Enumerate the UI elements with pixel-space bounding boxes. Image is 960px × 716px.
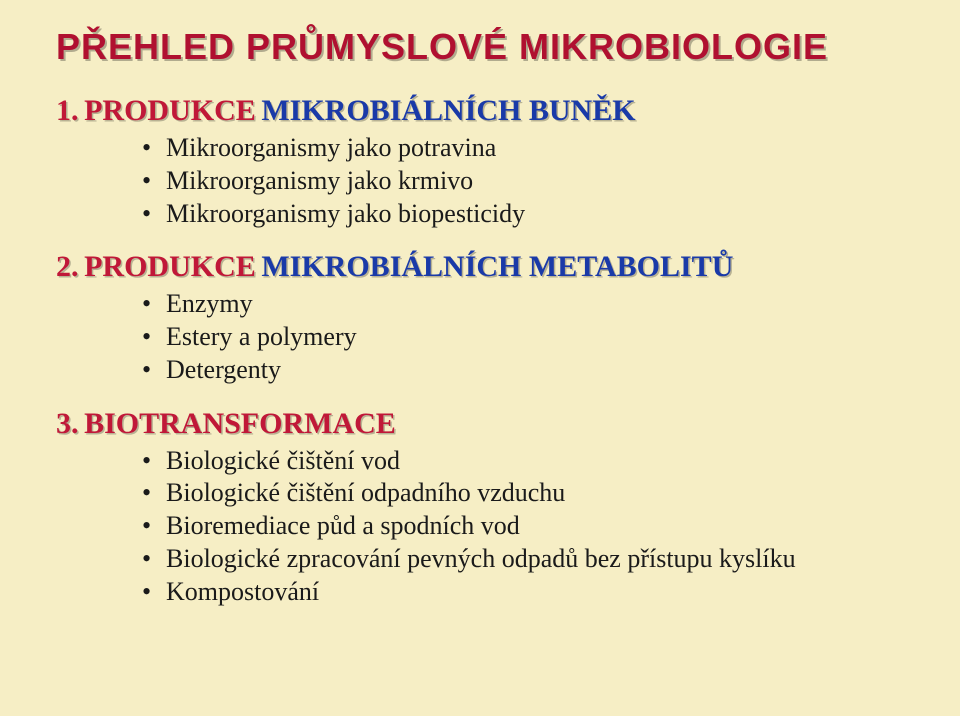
list-item: Mikroorganismy jako biopesticidy (142, 198, 912, 231)
list-item: Biologické zpracování pevných odpadů bez… (142, 543, 912, 576)
list-item: Enzymy (142, 288, 912, 321)
slide-title: PŘEHLED PRŮMYSLOVÉ MIKROBIOLOGIE (56, 26, 912, 68)
section-number-2: 2. (56, 250, 79, 284)
bullet-list-2: Enzymy Estery a polymery Detergenty (56, 288, 912, 386)
section-number-1: 1. (56, 94, 79, 128)
section-red-3: BIOTRANSFORMACE (84, 407, 396, 441)
list-item: Estery a polymery (142, 321, 912, 354)
list-item: Detergenty (142, 354, 912, 387)
section-heading-2: 2. PRODUKCE MIKROBIÁLNÍCH METABOLITŮ (56, 250, 912, 284)
section-blue-1: MIKROBIÁLNÍCH BUNĚK (261, 94, 635, 128)
bullet-list-1: Mikroorganismy jako potravina Mikroorgan… (56, 132, 912, 230)
section-blue-2: MIKROBIÁLNÍCH METABOLITŮ (261, 250, 733, 284)
list-item: Kompostování (142, 576, 912, 609)
list-item: Mikroorganismy jako potravina (142, 132, 912, 165)
section-number-3: 3. (56, 407, 79, 441)
bullet-list-3: Biologické čištění vod Biologické čištěn… (56, 445, 912, 609)
list-item: Biologické čištění odpadního vzduchu (142, 477, 912, 510)
section-red-2: PRODUKCE (84, 250, 256, 284)
list-item: Biologické čištění vod (142, 445, 912, 478)
section-red-1: PRODUKCE (84, 94, 256, 128)
section-heading-3: 3. BIOTRANSFORMACE (56, 407, 912, 441)
list-item: Bioremediace půd a spodních vod (142, 510, 912, 543)
list-item: Mikroorganismy jako krmivo (142, 165, 912, 198)
slide: PŘEHLED PRŮMYSLOVÉ MIKROBIOLOGIE 1. PROD… (0, 0, 960, 716)
section-heading-1: 1. PRODUKCE MIKROBIÁLNÍCH BUNĚK (56, 94, 912, 128)
